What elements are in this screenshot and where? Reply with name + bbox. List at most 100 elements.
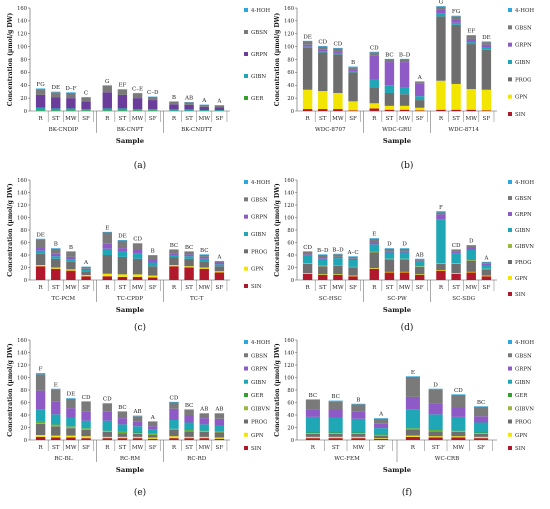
bar-segment-gpn [303, 90, 312, 109]
legend-label: GPN [515, 433, 528, 439]
significance-label: G [105, 79, 110, 85]
bar-segment-sin [400, 110, 409, 111]
legend-label: PROG [515, 260, 531, 266]
bar-segment-sin [303, 109, 312, 111]
bar-segment-sin [329, 438, 343, 440]
bar-segment-gibn [36, 409, 45, 422]
bar-segment-gpn [318, 274, 327, 275]
bar-segment-ger [451, 431, 465, 432]
x-tick-label: ST [52, 445, 60, 451]
x-tick-label: MW [453, 445, 465, 451]
significance-label: CD [452, 243, 461, 249]
bar-segment-grpn [482, 45, 491, 48]
bar-segment-gpn [436, 81, 445, 110]
x-tick-label: R [105, 445, 110, 451]
y-tick-label: 20 [287, 425, 294, 431]
bar-segment-prog [351, 434, 365, 437]
bar-segment-sin [169, 266, 178, 280]
bar-segment-gibn [451, 23, 460, 25]
bar-segment-sin [184, 268, 193, 281]
significance-label: BC [331, 394, 340, 400]
x-tick-label: SF [216, 116, 224, 122]
bar-segment-grpn [184, 415, 193, 423]
bar-segment-gibn [148, 109, 157, 110]
x-tick-label: MW [132, 445, 144, 451]
x-tick-label: ST [52, 116, 60, 122]
legend-label: GRPN [515, 43, 532, 49]
x-tick-label: R [172, 285, 177, 291]
bar-segment-prog [482, 50, 491, 90]
bar-segment-4-hoh [51, 248, 60, 249]
bar-segment-prog [467, 44, 476, 89]
bar-segment-gibvn [200, 431, 209, 432]
legend-swatch [508, 244, 512, 248]
bar-segment-gbsn [415, 82, 424, 83]
x-tick-label: ST [185, 445, 193, 451]
bar-segment-4-hoh [200, 413, 209, 414]
bar-segment-ger [51, 110, 60, 111]
y-tick-label: 80 [287, 388, 294, 394]
bar-segment-gpn [148, 438, 157, 439]
x-tick-label: R [439, 116, 444, 122]
bar-segment-sin [406, 437, 420, 440]
bar-segment-gibn [169, 109, 178, 110]
bar-segment-sin [103, 276, 112, 280]
bar-segment-gpn [133, 437, 142, 438]
significance-label: B [172, 95, 176, 101]
legend-label: 4-HOH [251, 8, 270, 14]
x-tick-label: SF [216, 445, 224, 451]
bar-segment-prog [333, 54, 342, 93]
significance-label: D [469, 239, 474, 245]
bar-segment-grpn [103, 244, 112, 249]
significance-label: BC [185, 403, 194, 409]
bar-segment-sin [451, 274, 460, 280]
significance-label: DE [36, 232, 45, 238]
bar-segment-gibn [348, 71, 357, 72]
bar-segment-gibvn [51, 425, 60, 426]
bar-segment-gpn [385, 106, 394, 110]
significance-label: A [483, 255, 489, 261]
y-tick-label: 60 [287, 70, 294, 76]
legend-swatch [244, 180, 248, 184]
x-tick-label: ST [386, 285, 394, 291]
bar-segment-gbsn [184, 252, 193, 255]
y-tick-label: 20 [20, 96, 27, 102]
bar-segment-gbsn [370, 239, 379, 243]
y-tick-label: 0 [291, 438, 294, 444]
bar-segment-gibvn [303, 263, 312, 264]
legend-swatch [508, 340, 512, 344]
bar-segment-prog [474, 434, 488, 437]
legend-label: GIBN [515, 228, 530, 234]
legend-label: GBSN [515, 196, 532, 202]
bar-segment-sin [215, 439, 224, 440]
bar-segment-gibn [329, 418, 343, 433]
y-tick-label: 160 [17, 338, 27, 344]
bar-segment-prog [169, 430, 178, 436]
bar-segment-gibn [406, 409, 420, 428]
bar-segment-gpn [66, 269, 75, 270]
y-tick-label: 40 [20, 413, 27, 419]
x-tick-label: MW [65, 285, 77, 291]
bar-segment-grpn [200, 107, 209, 110]
bar-segment-grpn [400, 62, 409, 88]
bar-segment-gpn [400, 106, 409, 110]
y-tick-label: 0 [24, 278, 27, 284]
bar-segment-prog [348, 72, 357, 101]
bar-segment-sin [370, 269, 379, 280]
bar-segment-gibvn [329, 433, 343, 434]
bar-segment-grpn [215, 263, 224, 265]
bar-segment-prog [103, 255, 112, 274]
y-tick-label: 100 [284, 44, 294, 50]
bar-segment-grpn [348, 69, 357, 71]
x-tick-label: SF [349, 116, 357, 122]
bar-segment-gpn [400, 272, 409, 273]
bar-segment-gbsn [370, 52, 379, 55]
significance-label: D [433, 382, 438, 388]
bar-segment-4-hoh [348, 256, 357, 257]
significance-label: D–F [65, 86, 76, 92]
significance-label: D [402, 242, 407, 248]
x-tick-label: SF [416, 285, 424, 291]
panel-label: (f) [402, 487, 412, 498]
